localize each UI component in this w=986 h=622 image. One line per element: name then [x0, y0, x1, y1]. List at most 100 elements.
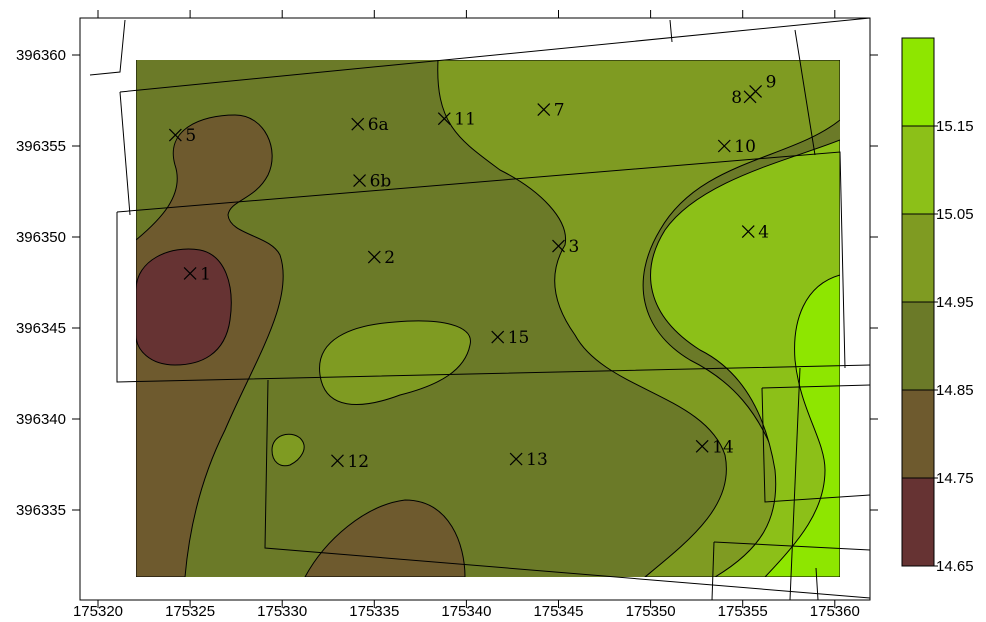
- legend-level-label: 14.65: [936, 558, 974, 575]
- legend-level-label: 15.05: [936, 206, 974, 223]
- sample-point-label: 14: [712, 437, 734, 457]
- legend-swatch: [901, 389, 935, 479]
- zone-14-75-south: [304, 499, 466, 577]
- x-axis: 175320 175325 175330 175335 175340 175345 1753…: [73, 10, 860, 620]
- sample-point-label: 9: [766, 72, 777, 92]
- y-tick-label: 396350: [16, 229, 66, 246]
- parcel-line: [761, 384, 871, 389]
- sample-point-label: 8: [731, 88, 742, 108]
- cross-marker-icon: [331, 454, 344, 468]
- x-tick-label: 175360: [810, 603, 860, 620]
- sample-point-12: 12: [331, 452, 369, 472]
- y-tick-label: 396340: [16, 411, 66, 428]
- parcel-line: [119, 91, 131, 216]
- y-tick-label: 396360: [16, 47, 66, 64]
- cross-marker-icon: [741, 225, 755, 238]
- sample-point-2: 2: [367, 248, 395, 268]
- x-tick-label: 175325: [165, 603, 215, 620]
- sample-point-4: 4: [741, 223, 769, 243]
- parcel-line: [789, 367, 801, 601]
- cross-marker-icon: [537, 103, 551, 117]
- sample-point-label: 6a: [368, 115, 389, 135]
- sample-point-label: 10: [734, 137, 756, 157]
- legend: 14.65 14.75 14.85 14.95 15.05 15.15: [901, 37, 974, 575]
- sample-point-6b: 6b: [353, 172, 392, 192]
- sample-point-label: 4: [758, 223, 769, 243]
- zone-15-05-island: [319, 320, 471, 405]
- legend-swatch: [901, 37, 935, 127]
- zone-15-05-north: [437, 60, 840, 577]
- sample-point-10: 10: [717, 137, 756, 157]
- sample-point-11: 11: [437, 110, 476, 130]
- legend-level-label: 14.75: [936, 470, 974, 487]
- sample-point-14: 14: [695, 437, 734, 457]
- sample-point-3: 3: [552, 237, 580, 257]
- y-tick-label: 396335: [16, 502, 66, 519]
- zone-15-15-east: [650, 139, 840, 577]
- sample-point-label: 5: [185, 126, 196, 146]
- x-tick-label: 175320: [73, 603, 123, 620]
- y-tick-label: 396345: [16, 320, 66, 337]
- sample-point-6a: 6a: [351, 115, 389, 135]
- cross-marker-icon: [552, 239, 565, 253]
- parcel-line: [264, 379, 871, 599]
- sample-point-label: 15: [508, 328, 530, 348]
- sample-point-label: 1: [200, 264, 211, 284]
- legend-level-label: 14.85: [936, 382, 974, 399]
- x-tick-label: 175335: [349, 603, 399, 620]
- y-axis: 396360 396355 396350 396345 396340 396335: [16, 47, 878, 519]
- cross-marker-icon: [351, 117, 365, 131]
- sample-point-label: 2: [384, 248, 395, 268]
- sample-point-7: 7: [537, 101, 565, 121]
- sample-point-label: 6b: [370, 172, 392, 192]
- parcel-line: [669, 19, 673, 43]
- y-tick-label: 396355: [16, 138, 66, 155]
- cross-marker-icon: [437, 112, 451, 126]
- plot-frame: [79, 17, 871, 601]
- sample-point-label: 7: [554, 101, 565, 121]
- cross-marker-icon: [695, 439, 709, 453]
- legend-swatch: [901, 301, 935, 391]
- parcel-line: [89, 19, 126, 76]
- parcel-line: [116, 151, 846, 369]
- cross-marker-icon: [491, 330, 505, 344]
- x-tick-label: 175340: [441, 603, 491, 620]
- parcel-line: [794, 29, 816, 156]
- cross-marker-icon: [717, 139, 731, 153]
- cross-marker-icon: [509, 452, 523, 466]
- legend-swatch: [901, 125, 935, 215]
- contour-fills: [136, 60, 840, 577]
- cross-marker-icon: [168, 128, 182, 142]
- sample-point-5: 5: [168, 126, 196, 146]
- sample-point-label: 3: [569, 237, 580, 257]
- zone-15-15-peak: [764, 274, 840, 577]
- cross-marker-icon: [353, 174, 366, 188]
- legend-level-label: 14.95: [936, 294, 974, 311]
- legend-level-label: 15.15: [936, 118, 974, 135]
- sample-point-label: 13: [526, 450, 548, 470]
- sample-point-9: 9: [749, 72, 777, 98]
- zone-15-05-small: [271, 433, 305, 467]
- x-tick-label: 175355: [718, 603, 768, 620]
- parcel-line: [711, 541, 715, 601]
- parcel-line: [713, 541, 871, 551]
- x-tick-label: 175345: [533, 603, 583, 620]
- cross-marker-icon: [749, 84, 763, 98]
- sample-point-15: 15: [491, 328, 530, 348]
- cross-marker-icon: [367, 250, 381, 264]
- zone-14-65: [136, 248, 232, 366]
- x-tick-label: 175330: [257, 603, 307, 620]
- sample-point-13: 13: [509, 450, 548, 470]
- parcel-line: [119, 17, 871, 93]
- parcel-line: [815, 567, 819, 601]
- legend-swatch: [901, 477, 935, 567]
- parcel-line: [116, 212, 871, 383]
- sample-point-label: 11: [454, 110, 476, 130]
- sample-point-label: 12: [347, 452, 369, 472]
- legend-swatch: [901, 213, 935, 303]
- sample-point-1: 1: [183, 264, 211, 284]
- x-tick-label: 175350: [626, 603, 676, 620]
- cross-marker-icon: [183, 266, 197, 280]
